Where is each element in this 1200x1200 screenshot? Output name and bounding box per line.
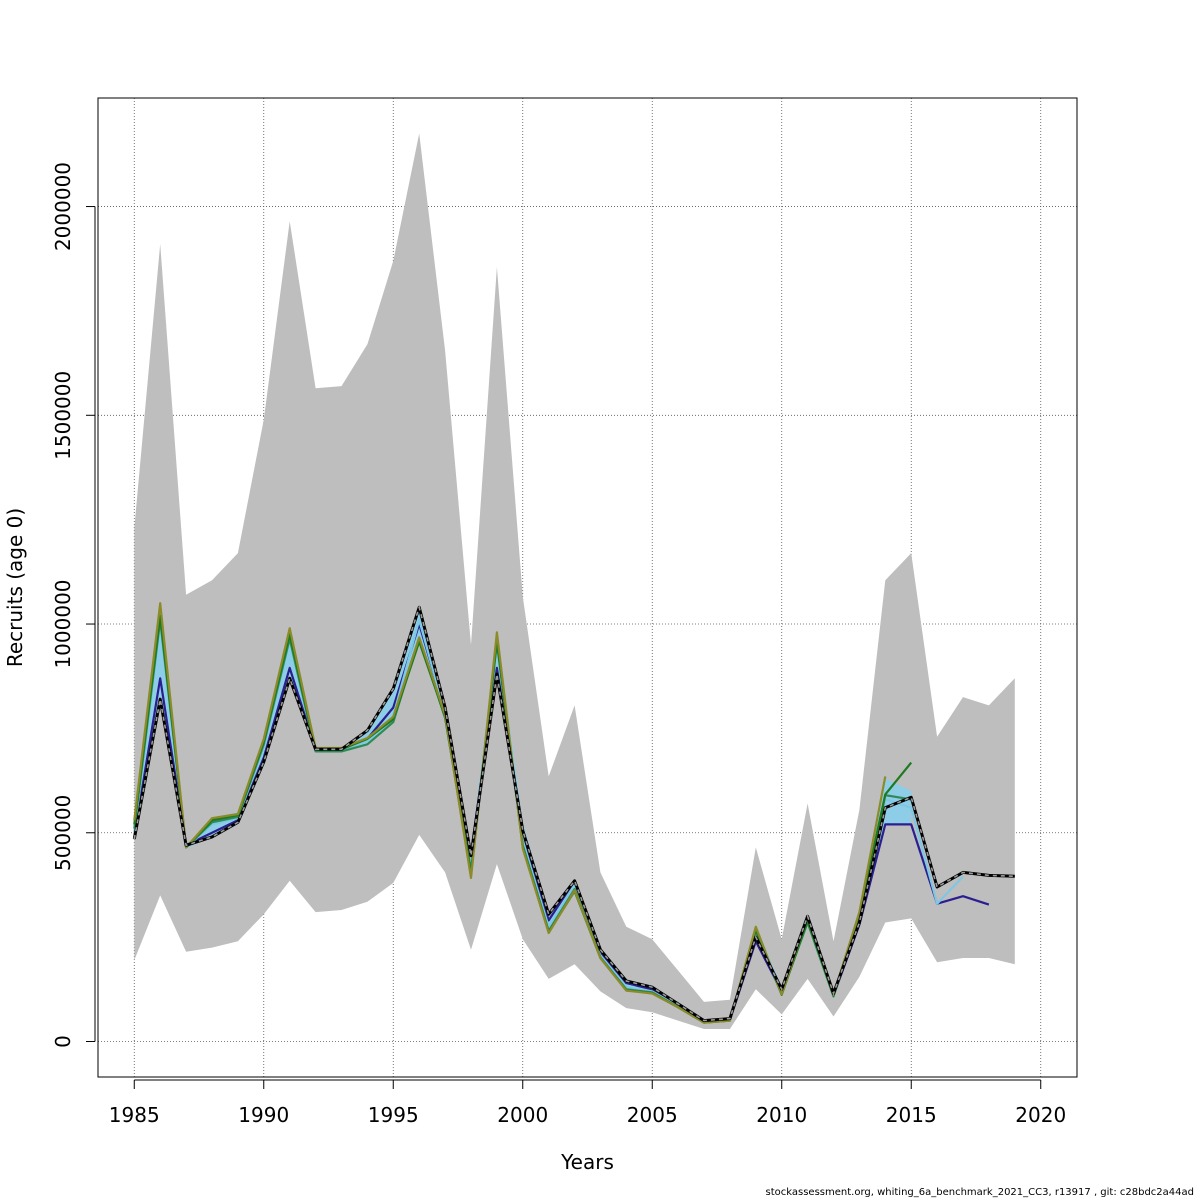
x-axis: 1985 1990 1995 2000 2005 2010 2015 2020 (109, 1079, 1066, 1127)
x-tick-label-6: 2015 (886, 1103, 937, 1127)
x-tick-label-3: 2000 (497, 1103, 548, 1127)
x-axis-label: Years (560, 1150, 614, 1174)
x-tick-label-5: 2010 (756, 1103, 807, 1127)
x-tick-label-1: 1990 (238, 1103, 289, 1127)
y-tick-label-4: 2000000 (51, 162, 75, 251)
x-tick-label-0: 1985 (109, 1103, 160, 1127)
y-tick-label-0: 0 (51, 1035, 75, 1048)
x-tick-label-4: 2005 (627, 1103, 678, 1127)
y-axis-label: Recruits (age 0) (3, 508, 27, 667)
series-line-5 (133, 602, 887, 1024)
y-tick-label-2: 1000000 (51, 579, 75, 668)
plot-frame (97, 97, 1078, 1078)
x-tick-label-7: 2020 (1015, 1103, 1066, 1127)
x-tick-label-2: 1995 (368, 1103, 419, 1127)
footer-credit: stockassessment.org, whiting_6a_benchmar… (765, 1187, 1194, 1198)
series-lines (132, 602, 1015, 1024)
confidence-band-outer (134, 133, 1015, 1029)
y-tick-label-3: 1500000 (51, 371, 75, 460)
series-line-0-base (132, 605, 1015, 1023)
y-axis: 0 500000 1000000 1500000 2000000 (51, 162, 96, 1048)
y-tick-label-1: 500000 (51, 795, 75, 871)
confidence-bands (134, 133, 1015, 1029)
